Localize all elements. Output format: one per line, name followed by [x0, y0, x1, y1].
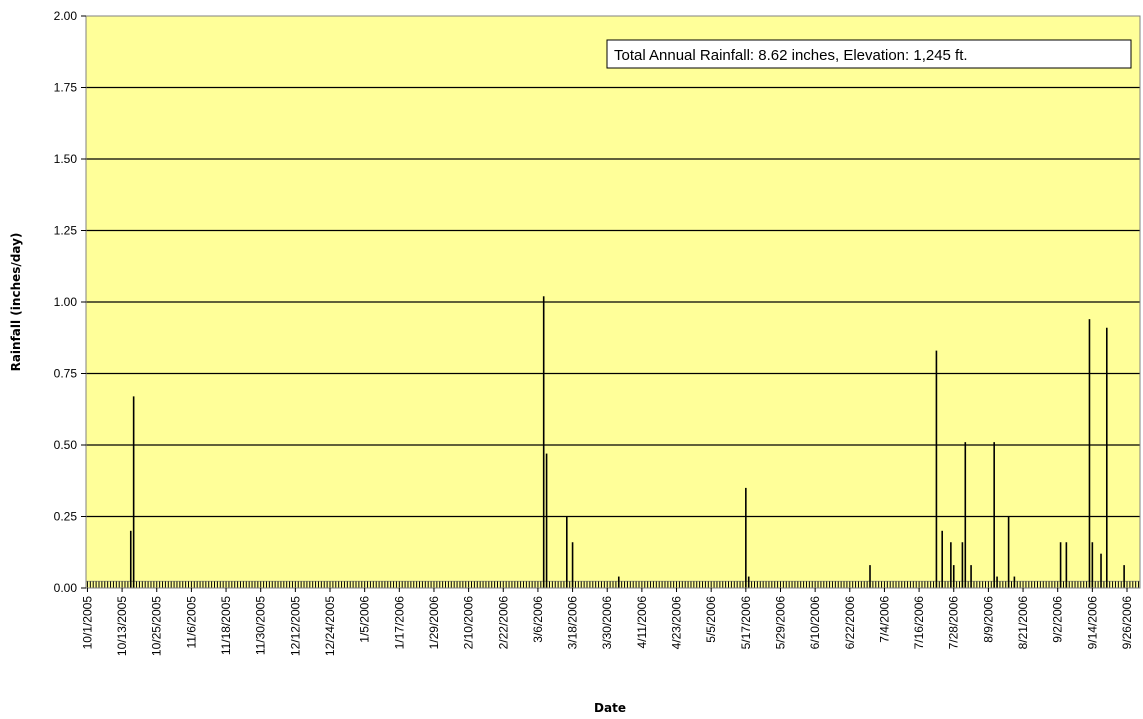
rainfall-bar [964, 442, 967, 588]
x-tick-label: 3/6/2006 [531, 596, 545, 643]
x-tick-label: 7/16/2006 [912, 596, 926, 650]
annotation-frame [606, 39, 1132, 69]
y-axis-label: Rainfall (inches/day) [9, 233, 23, 372]
rainfall-bar [542, 296, 545, 588]
x-tick-label: 8/9/2006 [981, 596, 995, 643]
x-tick-label: 7/28/2006 [947, 596, 961, 650]
rainfall-bar [745, 487, 747, 588]
annotation-text: Total Annual Rainfall: 8.62 inches, Elev… [614, 47, 968, 64]
rainfall-bar [747, 576, 750, 588]
x-tick-label: 11/6/2005 [184, 596, 198, 649]
x-tick-label: 10/1/2005 [80, 596, 94, 650]
annotation-box: Total Annual Rainfall: 8.62 inches, Elev… [606, 39, 1132, 69]
x-tick-label: 9/26/2006 [1120, 596, 1134, 650]
rainfall-bar [1013, 576, 1016, 588]
rainfall-bar [1088, 319, 1091, 588]
x-tick-label: 2/10/2006 [462, 596, 476, 650]
x-tick-label: 6/22/2006 [843, 596, 857, 650]
x-tick-label: 1/29/2006 [427, 596, 441, 650]
rainfall-bar [970, 565, 972, 588]
y-tick-label: 2.00 [54, 9, 78, 23]
rainfall-bar [935, 350, 938, 588]
x-tick-label: 1/5/2006 [358, 596, 372, 643]
x-tick-label: 8/21/2006 [1016, 596, 1030, 650]
x-axis-label: Date [594, 701, 626, 715]
x-tick-label: 11/30/2005 [254, 596, 268, 655]
rainfall-bar [961, 542, 964, 588]
rainfall-bar [941, 530, 943, 588]
rainfall-bar [1065, 542, 1068, 588]
x-tick-label: 3/30/2006 [600, 596, 614, 650]
x-tick-label: 12/24/2005 [323, 596, 337, 656]
x-tick-label: 3/18/2006 [566, 596, 580, 650]
rainfall-bar [571, 542, 574, 588]
rainfall-bar [996, 576, 998, 588]
y-tick-label: 1.50 [54, 152, 78, 166]
rainfall-bar [950, 542, 952, 588]
x-tick-label: 5/5/2006 [704, 596, 718, 643]
rainfall-bar [993, 442, 995, 588]
rainfall-bar [869, 565, 871, 588]
rainfall-bar [565, 516, 568, 588]
rainfall-bar [1105, 327, 1108, 588]
x-tick-label: 7/4/2006 [877, 596, 891, 643]
x-tick-label: 10/25/2005 [150, 596, 164, 656]
x-axis-ticks: 10/1/2005 10/13/2005 10/25/2005 11/6/2005 11… [80, 588, 1134, 656]
y-axis-ticks: 0.00 0.25 0.50 0.75 1.00 1.25 1.50 1.75 2.00 [54, 9, 86, 595]
rainfall-bar [1007, 516, 1010, 588]
rainfall-bars [129, 296, 1125, 588]
x-tick-label: 12/12/2005 [288, 596, 302, 656]
x-tick-label: 6/10/2006 [808, 596, 822, 650]
y-tick-label: 0.25 [54, 510, 78, 524]
y-tick-label: 0.75 [54, 367, 78, 381]
rainfall-bar [132, 396, 135, 588]
x-tick-label: 5/29/2006 [773, 596, 787, 650]
x-tick-label: 4/11/2006 [635, 596, 649, 649]
x-tick-label: 5/17/2006 [739, 596, 753, 650]
y-tick-label: 0.50 [54, 438, 78, 452]
baseline-bars [86, 580, 1140, 588]
x-tick-label: 2/22/2006 [496, 596, 510, 650]
x-tick-label: 11/18/2005 [219, 596, 233, 655]
rainfall-bar [1123, 565, 1125, 588]
rainfall-bar [1100, 553, 1102, 588]
x-tick-label: 9/2/2006 [1051, 596, 1065, 643]
rainfall-bar [952, 565, 955, 588]
x-tick-label: 1/17/2006 [392, 596, 406, 650]
y-tick-label: 1.00 [54, 295, 78, 309]
x-tick-label: 10/13/2005 [115, 596, 129, 656]
rainfall-bar [617, 576, 620, 588]
rainfall-bar [129, 530, 132, 588]
y-tick-label: 1.75 [54, 81, 78, 95]
y-tick-label: 1.25 [54, 224, 78, 238]
x-tick-label: 4/23/2006 [670, 596, 684, 650]
rainfall-bar [1091, 542, 1094, 588]
x-tick-label: 9/14/2006 [1085, 596, 1099, 650]
rainfall-bar [545, 453, 548, 588]
y-tick-label: 0.00 [54, 581, 78, 595]
rainfall-bar [1059, 542, 1062, 588]
